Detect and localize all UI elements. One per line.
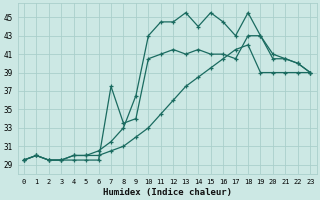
- X-axis label: Humidex (Indice chaleur): Humidex (Indice chaleur): [102, 188, 232, 197]
